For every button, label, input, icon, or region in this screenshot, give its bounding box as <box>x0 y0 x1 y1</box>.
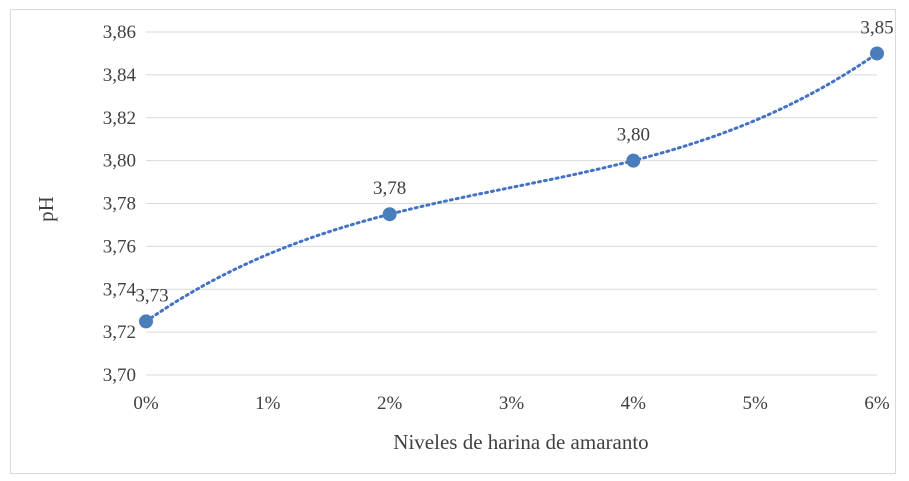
y-tick-label: 3,78 <box>103 194 136 215</box>
chart-svg: 3,70 3,72 3,74 3,76 3,78 3,80 3,82 3,84 3,86 0% 1… <box>34 17 894 454</box>
y-tick-label: 3,82 <box>103 108 136 129</box>
y-tick-label: 3,72 <box>103 322 136 343</box>
data-label: 3,78 <box>373 178 406 199</box>
data-point <box>870 46 884 61</box>
x-tick-label: 4% <box>621 393 647 414</box>
data-label: 3,80 <box>617 125 650 146</box>
x-axis-title: Niveles de harina de amaranto <box>393 430 648 454</box>
x-axis-tick-labels: 0% 1% 2% 3% 4% 5% 6% <box>133 393 890 414</box>
data-label: 3,73 <box>135 285 168 306</box>
x-tick-label: 1% <box>255 393 281 414</box>
data-point <box>626 153 641 168</box>
data-points <box>139 46 884 329</box>
trendline-path <box>144 51 879 323</box>
x-tick-label: 3% <box>499 393 525 414</box>
y-tick-label: 3,84 <box>103 65 137 86</box>
y-tick-label: 3,76 <box>103 236 136 257</box>
y-axis-title: pH <box>34 196 58 222</box>
data-labels: 3,73 3,78 3,80 3,85 <box>135 17 893 306</box>
chart-area: 3,70 3,72 3,74 3,76 3,78 3,80 3,82 3,84 3,86 0% 1… <box>10 9 896 474</box>
x-tick-label: 5% <box>743 393 769 414</box>
y-tick-label: 3,86 <box>103 22 136 43</box>
y-axis-tick-labels: 3,70 3,72 3,74 3,76 3,78 3,80 3,82 3,84 3,86 <box>103 22 137 386</box>
data-label: 3,85 <box>860 17 893 38</box>
y-tick-label: 3,80 <box>103 151 136 172</box>
gridlines <box>146 31 877 376</box>
y-tick-label: 3,70 <box>103 365 136 386</box>
data-point <box>139 314 153 329</box>
x-tick-label: 0% <box>133 393 159 414</box>
data-point <box>382 207 397 222</box>
x-tick-label: 2% <box>377 393 403 414</box>
y-tick-label: 3,74 <box>103 279 137 300</box>
x-tick-label: 6% <box>864 393 890 414</box>
trendline <box>144 51 879 323</box>
